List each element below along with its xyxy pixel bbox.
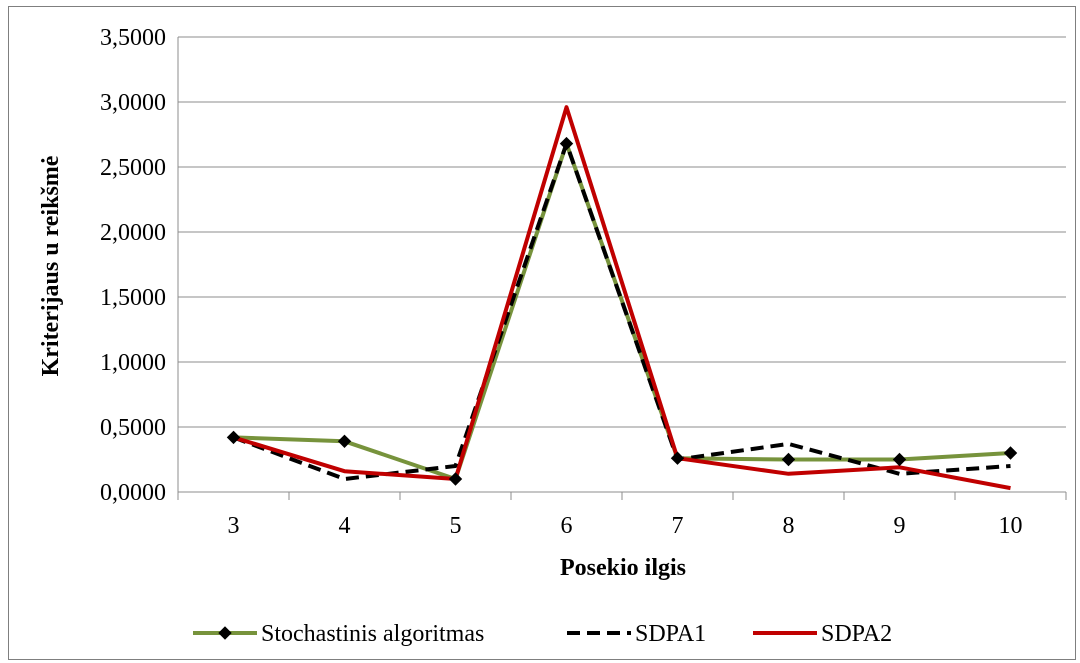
x-tick-labels: 3 4 5 6 7 8 9 10 <box>177 492 1067 539</box>
y-tick-label: 1,0000 <box>100 350 166 376</box>
y-tick-label: 3,0000 <box>100 90 166 116</box>
x-tick-label: 6 <box>561 513 573 539</box>
data-point-marker <box>448 472 463 486</box>
data-point-marker <box>670 451 685 465</box>
data-point-marker <box>892 452 907 467</box>
gridlines <box>177 36 1066 493</box>
legend-label-3: SDPA2 <box>821 621 892 647</box>
series-line-2 <box>232 141 1011 481</box>
x-tick-label: 10 <box>999 513 1023 539</box>
x-tick-label: 7 <box>672 513 684 539</box>
data-point-marker <box>559 136 574 151</box>
series-lines <box>226 105 1018 491</box>
legend-label-1: Stochastinis algoritmas <box>261 621 484 647</box>
legend-label-2: SDPA1 <box>635 621 706 647</box>
x-axis-title: Posekio ilgis <box>560 555 686 581</box>
legend: Stochastinis algoritmas SDPA1 SDPA2 <box>193 621 892 647</box>
y-tick-label: 2,5000 <box>100 155 166 181</box>
x-tick-label: 5 <box>450 513 462 539</box>
legend-marker <box>218 626 232 640</box>
y-tick-label: 1,5000 <box>100 285 166 311</box>
y-tick-label: 3,5000 <box>100 25 166 51</box>
data-point-marker <box>781 452 796 467</box>
y-tick-label: 0,0000 <box>100 480 166 506</box>
data-point-marker <box>226 430 241 445</box>
y-tick-label: 2,0000 <box>100 220 166 246</box>
data-point-marker <box>1003 446 1018 460</box>
x-tick-label: 3 <box>228 513 240 539</box>
chart-frame <box>8 6 1076 660</box>
data-point-marker <box>337 434 352 449</box>
series-line-1 <box>233 141 1011 481</box>
x-tick-label: 8 <box>783 513 795 539</box>
y-axis-title: Kriterijaus u reikšmė <box>38 155 64 376</box>
series-line-3 <box>232 105 1011 491</box>
x-tick-label: 4 <box>339 513 351 539</box>
y-tick-label: 0,5000 <box>100 415 166 441</box>
y-tick-labels: 0,0000 0,5000 1,0000 1,5000 2,0000 2,5000 3,00… <box>100 25 166 506</box>
x-tick-label: 9 <box>894 513 906 539</box>
